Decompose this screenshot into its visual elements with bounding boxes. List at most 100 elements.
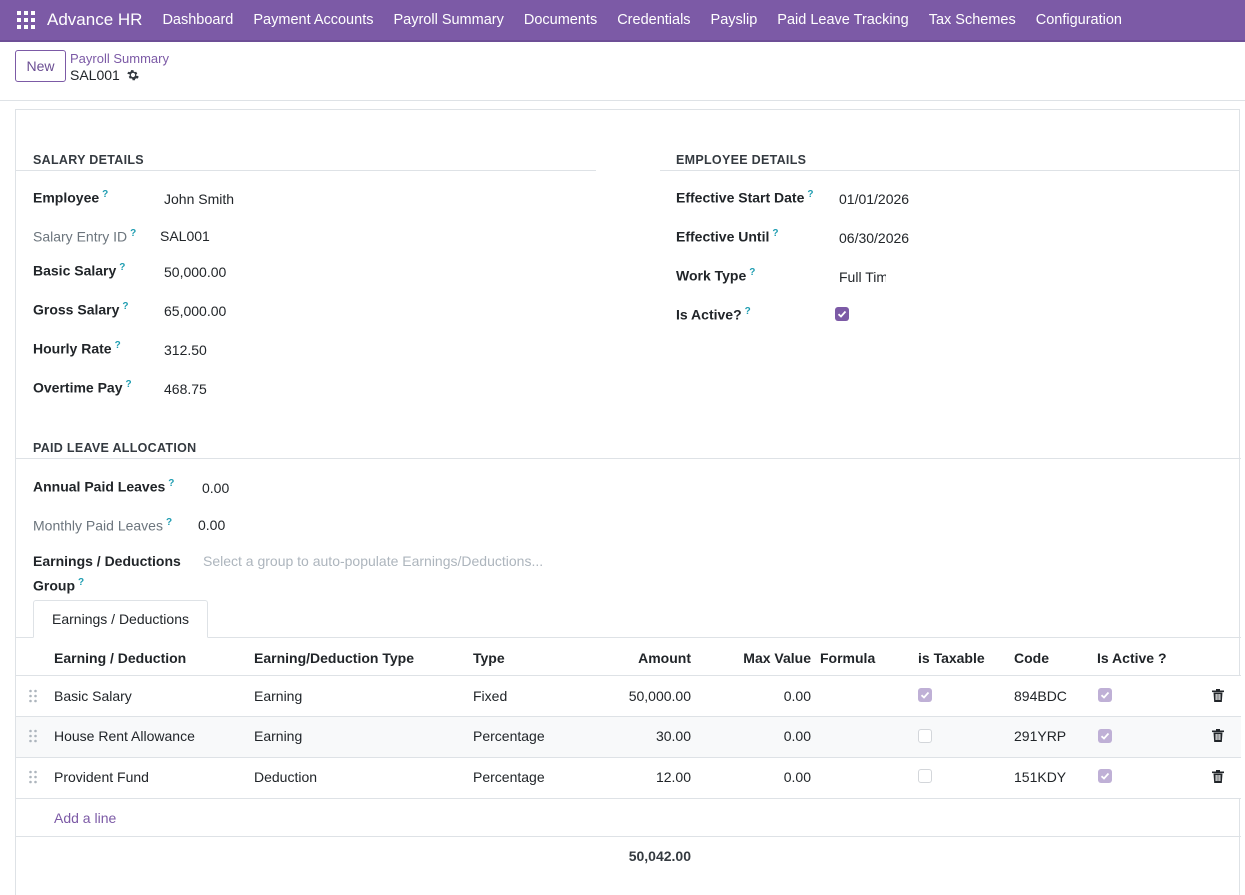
trash-icon[interactable] — [1212, 770, 1224, 783]
nav-payslip[interactable]: Payslip — [710, 12, 758, 28]
row-ed-type[interactable]: Earning — [254, 688, 303, 704]
row-code[interactable]: 151KDY — [1014, 769, 1067, 785]
row-type[interactable]: Fixed — [473, 688, 508, 704]
trash-icon[interactable] — [1212, 689, 1224, 702]
record-title: SAL001 — [70, 67, 139, 83]
row-divider — [16, 798, 1241, 799]
gross-salary-field[interactable]: 65,000.00 — [164, 303, 227, 319]
basic-salary-field[interactable]: 50,000.00 — [164, 264, 227, 280]
help-icon: ? — [807, 189, 814, 200]
nav-payroll-summary[interactable]: Payroll Summary — [393, 12, 504, 28]
form-sheet: SALARY DETAILS Employee? John Smith Sala… — [15, 109, 1241, 895]
row-type[interactable]: Percentage — [473, 728, 545, 744]
row-taxable-checkbox[interactable] — [918, 688, 932, 702]
row-active-checkbox[interactable] — [1098, 729, 1112, 743]
trash-icon[interactable] — [1212, 729, 1224, 742]
help-icon: ? — [78, 577, 85, 588]
overtime-pay-field[interactable]: 468.75 — [164, 381, 207, 397]
row-max-value[interactable]: 0.00 — [783, 728, 811, 744]
table-row[interactable] — [16, 758, 1241, 798]
drag-handle-icon[interactable] — [28, 770, 38, 784]
nav-documents[interactable]: Documents — [523, 12, 598, 28]
row-ed-type[interactable]: Earning — [254, 728, 303, 744]
row-divider — [16, 675, 1241, 676]
row-code[interactable]: 894BDC — [1014, 688, 1067, 704]
salary-entry-id-value: SAL001 — [160, 228, 210, 244]
drag-handle-icon[interactable] — [28, 729, 38, 743]
help-icon: ? — [772, 228, 779, 239]
help-icon: ? — [744, 306, 751, 317]
row-active-checkbox[interactable] — [1098, 769, 1112, 783]
nav-payment-accounts[interactable]: Payment Accounts — [253, 12, 374, 28]
record-name: SAL001 — [70, 67, 120, 83]
row-ed-type[interactable]: Deduction — [254, 769, 318, 785]
add-line-link[interactable]: Add a line — [54, 810, 117, 826]
column-header-is-active[interactable]: Is Active ? — [1097, 650, 1167, 666]
salary-details-divider — [16, 170, 596, 171]
nav-dashboard[interactable]: Dashboard — [162, 12, 234, 28]
effective-start-date-field[interactable]: 01/01/2026 — [839, 191, 910, 207]
table-row[interactable] — [16, 717, 1241, 757]
tab-divider — [16, 637, 1241, 638]
gross-salary-label: Gross Salary? — [33, 301, 129, 318]
help-icon: ? — [114, 340, 121, 351]
check-icon — [1100, 772, 1110, 780]
check-icon — [837, 310, 847, 318]
nav-configuration[interactable]: Configuration — [1035, 12, 1122, 28]
employee-details-title: EMPLOYEE DETAILS — [676, 153, 807, 167]
earnings-group-input[interactable]: Select a group to auto-populate Earnings… — [203, 553, 544, 569]
row-amount[interactable]: 50,000.00 — [628, 688, 691, 704]
column-header-ed-type[interactable]: Earning/Deduction Type — [254, 650, 414, 666]
row-name[interactable]: House Rent Allowance — [54, 728, 195, 744]
row-code[interactable]: 291YRP — [1014, 728, 1067, 744]
column-header-is-taxable[interactable]: is Taxable — [918, 650, 985, 666]
row-type[interactable]: Percentage — [473, 769, 545, 785]
is-active-checkbox[interactable] — [835, 307, 849, 321]
row-active-checkbox[interactable] — [1098, 688, 1112, 702]
drag-handle-icon[interactable] — [28, 689, 38, 703]
basic-salary-label: Basic Salary? — [33, 262, 126, 279]
gear-icon[interactable] — [127, 69, 139, 81]
amount-total: 50,042.00 — [628, 848, 691, 864]
row-max-value[interactable]: 0.00 — [783, 688, 811, 704]
nav-credentials[interactable]: Credentials — [617, 12, 691, 28]
row-taxable-checkbox[interactable] — [918, 769, 932, 783]
work-type-field[interactable]: Full Time — [839, 269, 886, 285]
help-icon: ? — [130, 228, 137, 239]
salary-entry-id-label: Salary Entry ID? — [33, 228, 137, 245]
app-brand[interactable]: Advance HR — [47, 10, 143, 29]
nav-paid-leave-tracking[interactable]: Paid Leave Tracking — [777, 12, 909, 28]
row-name[interactable]: Provident Fund — [54, 769, 149, 785]
control-panel: New Payroll Summary SAL001 — [0, 42, 1245, 101]
annual-paid-leaves-field[interactable]: 0.00 — [202, 480, 230, 496]
help-icon: ? — [168, 478, 175, 489]
help-icon: ? — [122, 301, 129, 312]
column-header-code[interactable]: Code — [1014, 650, 1049, 666]
new-button[interactable]: New — [15, 50, 66, 82]
breadcrumb-payroll-summary[interactable]: Payroll Summary — [70, 51, 169, 66]
column-header-formula[interactable]: Formula — [820, 650, 876, 666]
overtime-pay-label: Overtime Pay? — [33, 379, 132, 396]
effective-until-field[interactable]: 06/30/2026 — [839, 230, 910, 246]
row-taxable-checkbox[interactable] — [918, 729, 932, 743]
tab-earnings-deductions[interactable]: Earnings / Deductions — [33, 600, 208, 638]
row-max-value[interactable]: 0.00 — [783, 769, 811, 785]
column-header-earning-deduction[interactable]: Earning / Deduction — [54, 650, 187, 666]
effective-start-date-label: Effective Start Date? — [676, 189, 814, 206]
help-icon: ? — [125, 379, 132, 390]
employee-field[interactable]: John Smith — [164, 191, 235, 207]
apps-menu-icon[interactable] — [17, 11, 35, 29]
table-row[interactable] — [16, 676, 1241, 716]
row-name[interactable]: Basic Salary — [54, 688, 132, 704]
row-amount[interactable]: 30.00 — [655, 728, 691, 744]
table-footer-divider — [16, 836, 1241, 837]
salary-details-title: SALARY DETAILS — [33, 153, 144, 167]
paid-leave-title: PAID LEAVE ALLOCATION — [33, 441, 197, 455]
column-header-max-value[interactable]: Max Value — [743, 650, 811, 666]
is-active-label: Is Active?? — [676, 306, 751, 323]
nav-tax-schemes[interactable]: Tax Schemes — [928, 12, 1016, 28]
column-header-type[interactable]: Type — [473, 650, 505, 666]
column-header-amount[interactable]: Amount — [638, 650, 691, 666]
row-amount[interactable]: 12.00 — [655, 769, 691, 785]
hourly-rate-field[interactable]: 312.50 — [164, 342, 207, 358]
